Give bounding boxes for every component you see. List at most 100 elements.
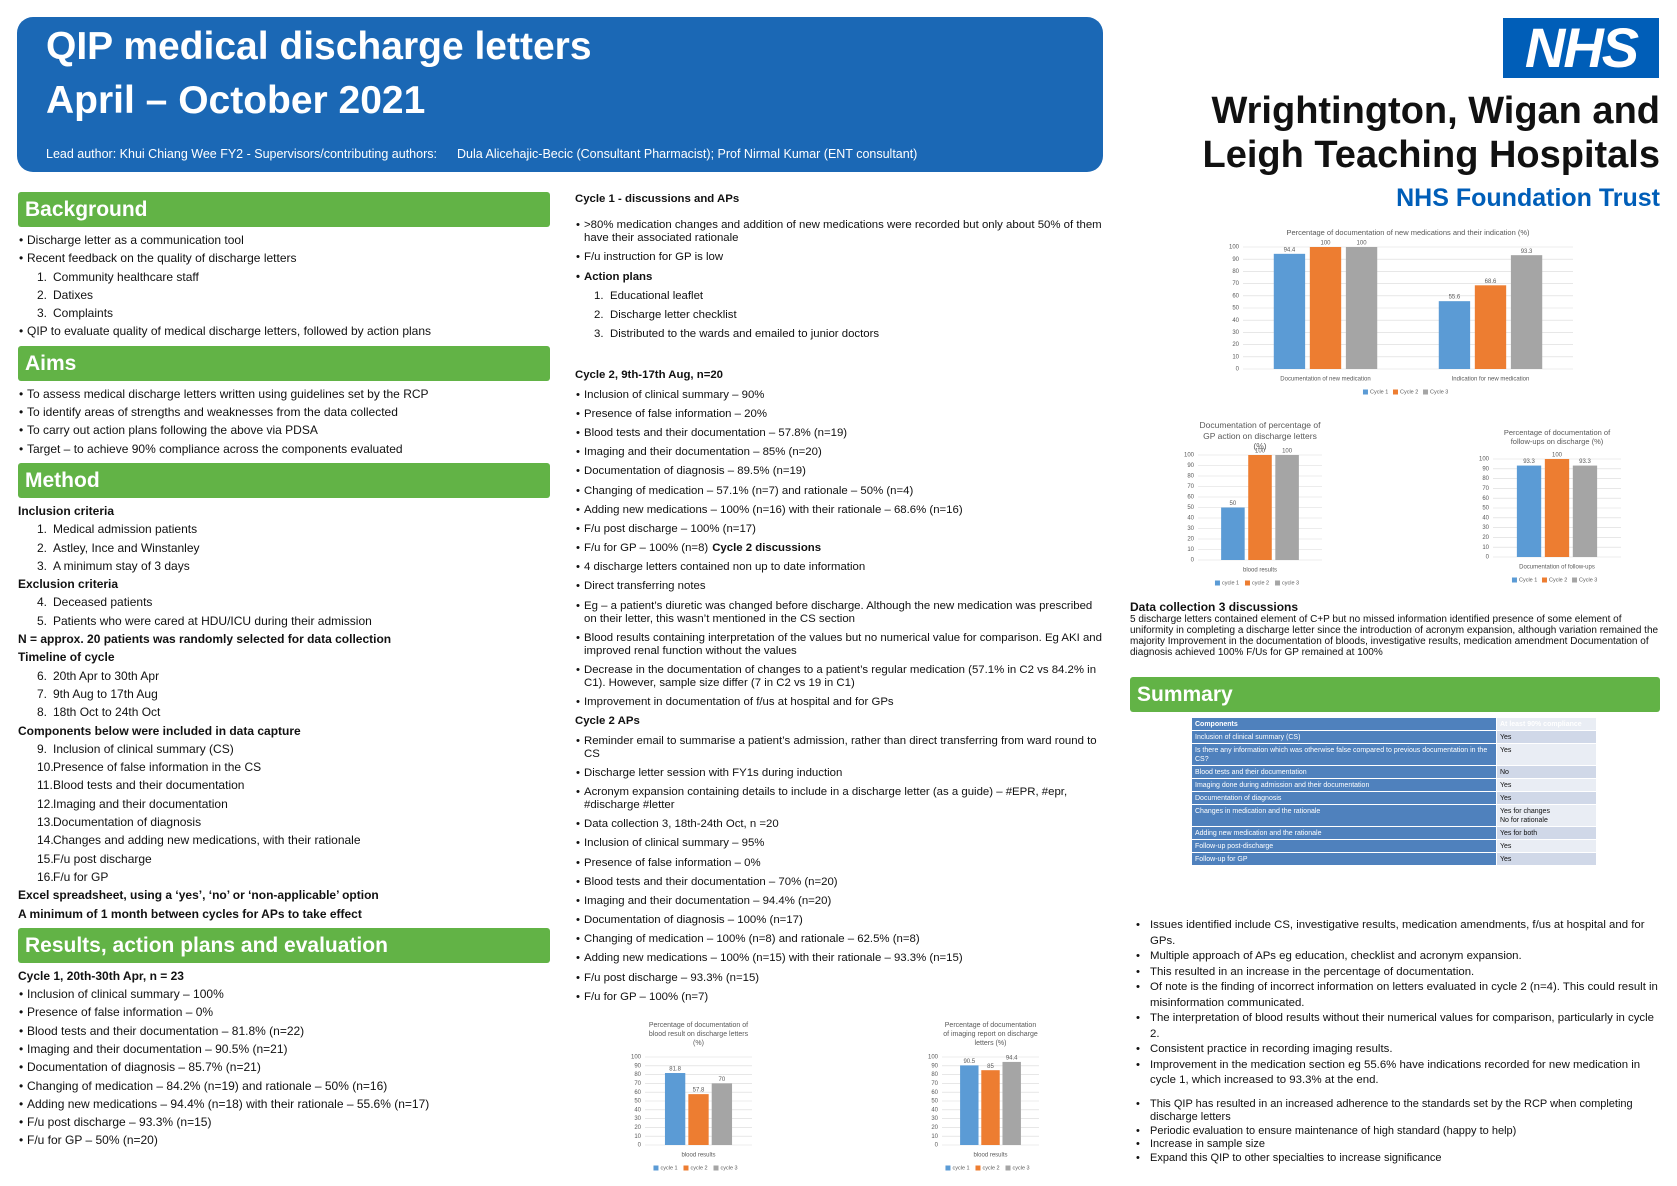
bullet-item: Changing of medication – 100% (n=8) and … [575, 930, 1105, 949]
subheading: Cycle 2, 9th-17th Aug, n=20 [575, 369, 724, 382]
legend-swatch [1214, 580, 1220, 586]
bullet-item: Recent feedback on the quality of discha… [18, 249, 550, 268]
bullet-text: Blood tests and their documentation – 57… [584, 426, 848, 439]
item-number: 5. [37, 613, 48, 628]
bullet-text: Presence of false information – 20% [584, 407, 767, 420]
legend-label: Cycle 1 [1519, 577, 1537, 583]
table-cell: Imaging done during admission and their … [1191, 778, 1497, 792]
legend-label: Cycle 3 [1430, 389, 1448, 395]
legend-swatch [975, 1165, 981, 1171]
table-cell: Yes [1496, 778, 1597, 792]
table-cell: Adding new medication and the rationale [1191, 826, 1497, 840]
item-number: 12. [37, 796, 54, 811]
subheading: Cycle 1 - discussions and APs [575, 193, 740, 206]
bar [1516, 465, 1542, 557]
chart-plot: 0 10 20 30 40 50 60 70 80 90 100 81.8 57.8 70 blood re… [631, 1055, 752, 1171]
item-number: 13. [37, 815, 54, 830]
bullet-item: To carry out action plans following the … [18, 421, 550, 440]
item-text: Imaging and their documentation [53, 796, 228, 811]
bullet-text: Adding new medications – 100% (n=15) wit… [584, 952, 963, 965]
bullet-item: Discharge letter session with FY1s durin… [575, 764, 1105, 783]
section-heading: Background [18, 192, 550, 227]
bullet-text: Documentation of diagnosis – 85.7% (n=21… [27, 1060, 261, 1075]
bullet-text: Documentation of diagnosis – 100% (n=17) [584, 914, 803, 927]
y-tick-label: 100 [631, 1055, 642, 1061]
bullet-item: Blood tests and their documentation – 57… [575, 424, 1105, 443]
bullet-item: Eg – a patient’s diuretic was changed be… [575, 597, 1105, 629]
legend-label: cycle 2 [1252, 580, 1269, 586]
bullet-item: Adding new medications – 100% (n=15) wit… [575, 949, 1105, 968]
legend-swatch [1005, 1165, 1011, 1171]
bar [1002, 1061, 1021, 1145]
bullet-text: F/u post discharge – 93.3% (n=15) [584, 971, 760, 984]
y-tick-label: 40 [634, 1107, 641, 1113]
trust-name: NHS Foundation Trust [1396, 184, 1660, 212]
y-tick-label: 70 [931, 1081, 938, 1087]
bullet-text: Changing of medication – 100% (n=8) and … [584, 933, 920, 946]
chart-plot: 0 10 20 30 40 50 60 70 80 90 100 50 100 100 blood resu… [1184, 449, 1322, 586]
summary-conclusion: This QIP has resulted in an increased ad… [1136, 1098, 1661, 1125]
subheading: Excel spreadsheet, using a ‘yes’, ‘no’ o… [18, 888, 379, 903]
item-text: Presence of false information in the CS [53, 760, 262, 775]
title: April – October 2021 [46, 79, 426, 122]
data-label: 100 [1282, 449, 1293, 455]
bullet-item: >80% medication changes and addition of … [575, 216, 1105, 248]
item-number: 3. [594, 328, 604, 341]
numbered-item: 8. 18th Oct to 24th Oct [18, 703, 550, 721]
legend-label: cycle 3 [721, 1165, 738, 1171]
legend-swatch [945, 1165, 951, 1171]
table-cell: Follow-up for GP [1191, 852, 1497, 866]
bar [688, 1094, 709, 1145]
bar [1572, 465, 1598, 557]
bullet-item: To identify areas of strengths and weakn… [18, 403, 550, 422]
y-tick-label: 70 [1187, 484, 1194, 490]
summary-point: The interpretation of blood results with… [1136, 1011, 1661, 1042]
legend-label: cycle 3 [1013, 1165, 1030, 1171]
y-tick-label: 20 [634, 1125, 641, 1131]
numbered-item: 5. Patients who were cared at HDU/ICU dur… [18, 612, 550, 630]
subheading: Timeline of cycle [18, 650, 115, 665]
bullet-item: Target – to achieve 90% compliance acros… [18, 440, 550, 459]
y-tick-label: 30 [1232, 330, 1239, 336]
data-label: 55.6 [1449, 295, 1461, 301]
bullet-text: >80% medication changes and addition of … [584, 219, 1102, 245]
data-label: 50 [1230, 501, 1237, 507]
bullet-item: Presence of false information – 20% [575, 405, 1105, 424]
x-tick-label: Documentation of follow-ups [1519, 565, 1595, 571]
y-tick-label: 100 [1184, 453, 1195, 459]
subheading: N = approx. 20 patients was randomly sel… [18, 632, 392, 647]
table-cell: No [1496, 765, 1597, 779]
legend-label: cycle 1 [660, 1165, 677, 1171]
bar [1544, 459, 1570, 557]
numbered-item: 13. Documentation of diagnosis [18, 813, 550, 831]
middle-column: Cycle 1 - discussions and APs >80% medica… [575, 190, 1105, 1007]
bullet-text: Imaging and their documentation – 90.5% … [27, 1041, 288, 1056]
table-header-cell: Components [1191, 717, 1497, 731]
y-tick-label: 30 [931, 1116, 938, 1122]
bullet-text: Presence of false information – 0% [27, 1005, 214, 1020]
legend-swatch [1572, 577, 1578, 583]
legend-swatch [653, 1165, 659, 1171]
data-label: 70 [719, 1077, 726, 1083]
y-tick-label: 90 [634, 1063, 641, 1069]
data-label: 93.3 [1523, 459, 1535, 465]
bullet-text: 4 discharge letters contained non up to … [584, 561, 866, 574]
summary-point: Issues identified include CS, investigat… [1136, 918, 1661, 949]
numbered-item: 2. Discharge letter checklist [575, 306, 1105, 325]
y-tick-label: 10 [931, 1134, 938, 1140]
bullet-text: Decrease in the documentation of changes… [584, 664, 1097, 690]
summary-point: Multiple approach of APs eg education, c… [1136, 949, 1661, 965]
section-heading: Summary [1130, 677, 1660, 712]
legend-swatch [1275, 580, 1281, 586]
y-tick-label: 40 [1187, 516, 1194, 522]
summary-point: Improvement in the medication section eg… [1136, 1058, 1661, 1089]
bullet-item: Acronym expansion containing details to … [575, 783, 1105, 815]
table-row: Documentation of diagnosis Yes [1191, 791, 1597, 805]
item-number: 2. [37, 287, 48, 302]
item-text: Community healthcare staff [53, 269, 199, 284]
authors: Dula Alicehajic-Becic (Consultant Pharma… [457, 147, 918, 161]
item-text: Inclusion of clinical summary (CS) [53, 741, 234, 756]
item-number: 6. [37, 668, 48, 683]
subheading: Data collection 3 discussions [1130, 600, 1299, 614]
